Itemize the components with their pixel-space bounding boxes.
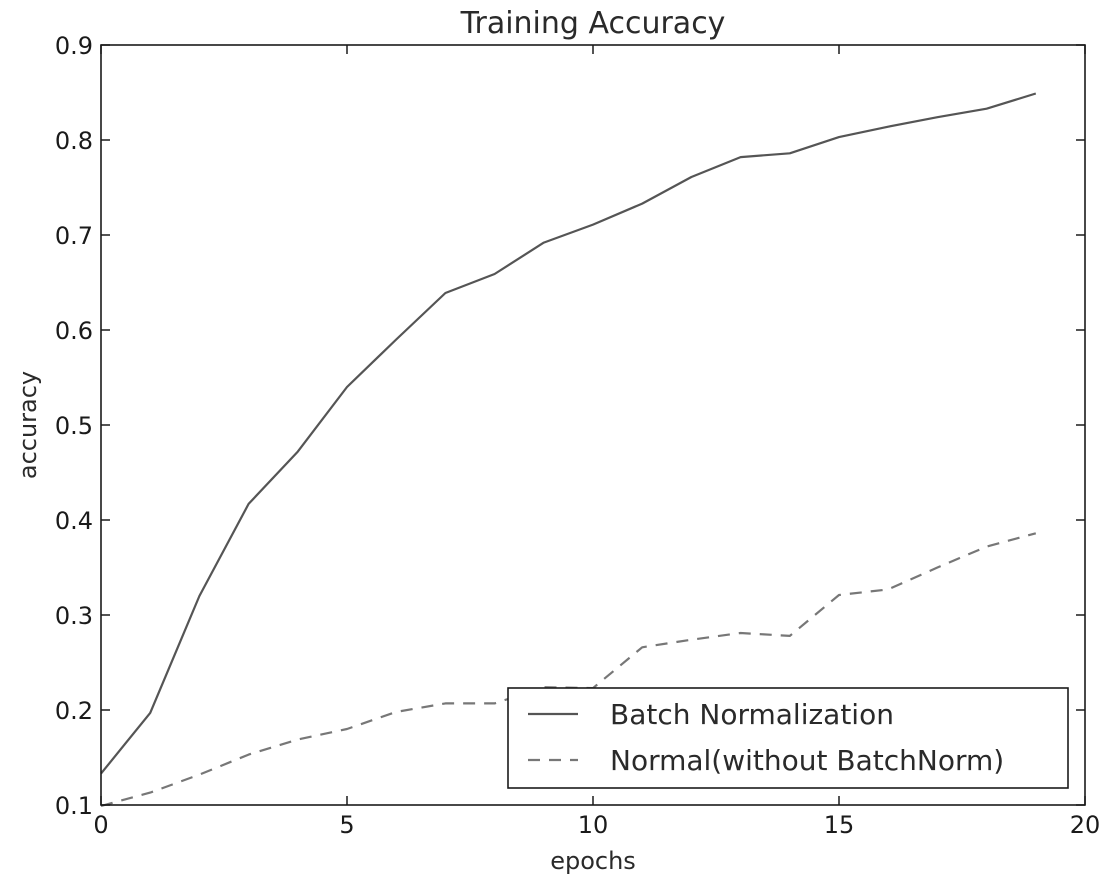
y-tick-label: 0.7 (55, 222, 93, 250)
y-tick-label: 0.6 (55, 317, 93, 345)
y-tick-label: 0.2 (55, 697, 93, 725)
legend-label-batch-normalization: Batch Normalization (610, 698, 894, 731)
x-tick-label: 5 (339, 811, 354, 839)
x-axis-ticks: 0 5 10 15 20 (93, 45, 1100, 839)
legend-label-normal-without-batchnorm: Normal(without BatchNorm) (610, 744, 1004, 777)
x-tick-label: 20 (1070, 811, 1101, 839)
y-tick-label: 0.9 (55, 32, 93, 60)
legend-box (507, 687, 1069, 789)
y-tick-label: 0.5 (55, 412, 93, 440)
y-axis-ticks: 0.1 0.2 0.3 0.4 0.5 0.6 0.7 0.8 0.9 (55, 32, 1085, 820)
y-tick-label: 0.3 (55, 602, 93, 630)
legend: Batch Normalization Normal(without Batch… (507, 687, 1069, 789)
x-tick-label: 15 (824, 811, 855, 839)
y-axis-label: accuracy (14, 371, 42, 479)
series-line-batch-normalization (100, 92, 1037, 775)
chart-title: Training Accuracy (460, 6, 726, 41)
x-tick-label: 0 (93, 811, 108, 839)
x-tick-label: 10 (578, 811, 609, 839)
x-axis-label: epochs (550, 847, 636, 875)
y-tick-label: 0.4 (55, 507, 93, 535)
y-tick-label: 0.8 (55, 127, 93, 155)
y-tick-label: 0.1 (55, 792, 93, 820)
